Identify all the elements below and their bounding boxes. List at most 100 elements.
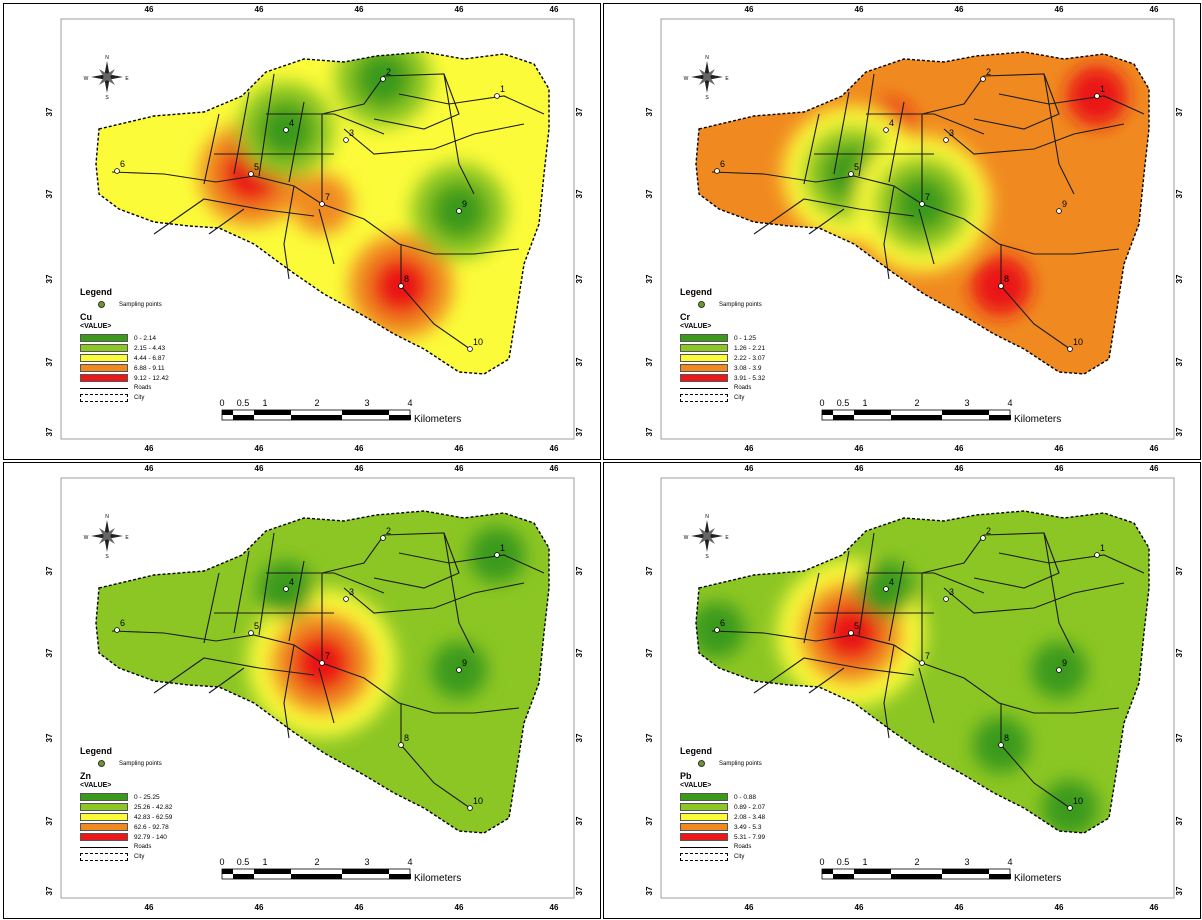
sampling-point: [1056, 208, 1062, 214]
legend-sampling-label: Sampling points: [119, 301, 162, 308]
north-arrow-icon: N S E W: [684, 514, 730, 560]
grid-x-label: 46: [355, 5, 364, 14]
grid-y-label: 37: [645, 733, 654, 742]
road: [803, 572, 820, 644]
legend-roads-label: Roads: [734, 385, 752, 391]
scale-tick-label: 3: [964, 857, 969, 867]
scale-tick-label: 2: [914, 398, 919, 408]
legend-roads-row: Roads: [680, 842, 765, 852]
legend-swatch: [680, 374, 728, 382]
legend: Legend Sampling points Zn <VALUE> 0 - 25…: [80, 746, 172, 862]
legend-swatch: [80, 803, 128, 811]
legend-class-label: 2.22 - 3.07: [734, 354, 766, 362]
grid-x-label: 46: [255, 464, 264, 473]
grid-y-label: 37: [575, 648, 584, 657]
legend-class-label: 92.79 - 140: [134, 833, 167, 841]
road: [208, 667, 245, 694]
legend-swatch: [680, 334, 728, 342]
svg-text:E: E: [125, 535, 129, 541]
grid-y-label: 37: [575, 189, 584, 198]
sampling-point: [343, 137, 349, 143]
road: [203, 113, 220, 185]
legend-class-label: 3.49 - 5.3: [734, 823, 762, 831]
road: [288, 560, 305, 642]
grid-x-label: 46: [255, 903, 264, 912]
sampling-point-label: 4: [889, 118, 894, 128]
sampling-point-label: 9: [462, 199, 467, 209]
svg-text:W: W: [84, 76, 89, 82]
grid-x-label: 46: [855, 5, 864, 14]
sampling-point-label: 2: [386, 67, 391, 77]
legend-swatch: [80, 354, 128, 362]
sampling-point-label: 3: [949, 128, 954, 138]
grid-x-label: 46: [145, 903, 154, 912]
legend-class-row: 3.91 - 5.32: [680, 373, 765, 383]
road: [998, 552, 1145, 574]
svg-text:S: S: [105, 554, 109, 560]
legend-city-row: City: [80, 393, 169, 403]
road: [321, 532, 460, 663]
legend-class-row: 2.22 - 3.07: [680, 353, 765, 363]
sampling-point-label: 4: [289, 118, 294, 128]
legend-class-label: 0 - 0.88: [734, 793, 757, 801]
grid-x-label: 46: [550, 903, 559, 912]
legend-roads-label: Roads: [134, 385, 152, 391]
grid-y-label: 37: [645, 648, 654, 657]
sampling-point: [943, 596, 949, 602]
sampling-point-label: 1: [500, 84, 505, 94]
road: [866, 113, 985, 135]
grid-x-label: 46: [455, 903, 464, 912]
grid-x-label: 46: [145, 5, 154, 14]
scale-tick-label: 1: [262, 857, 267, 867]
sampling-point: [980, 76, 986, 82]
legend-swatch: [80, 813, 128, 821]
road: [918, 208, 935, 265]
scale-tick-label: 0.5: [837, 857, 850, 867]
grid-x-label: 46: [1055, 903, 1064, 912]
grid-x-label: 46: [455, 444, 464, 453]
svg-text:N: N: [705, 514, 709, 520]
legend-element-name: Zn: [80, 771, 91, 781]
sampling-point: [848, 630, 854, 636]
legend-class-row: 62.6 - 92.78: [80, 822, 172, 832]
sampling-point-icon: [698, 301, 705, 308]
sampling-point-label: 8: [404, 733, 409, 743]
grid-x-label: 46: [355, 903, 364, 912]
grid-y-label: 37: [575, 566, 584, 575]
road: [808, 208, 845, 235]
legend-class-row: 3.49 - 5.3: [680, 822, 765, 832]
sampling-point-label: 3: [349, 128, 354, 138]
grid-x-label: 46: [355, 444, 364, 453]
road: [833, 91, 850, 175]
grid-x-label: 46: [855, 444, 864, 453]
road: [918, 667, 935, 724]
grid-x-label: 46: [550, 444, 559, 453]
legend-city-label: City: [734, 395, 745, 401]
road: [753, 657, 915, 694]
sampling-point: [980, 535, 986, 541]
grid-y-label: 37: [645, 189, 654, 198]
grid-y-label: 37: [45, 648, 54, 657]
scale-tick-label: 0.5: [237, 857, 250, 867]
sampling-point-label: 7: [925, 651, 930, 661]
legend-class-label: 2.08 - 3.48: [734, 813, 766, 821]
grid-y-label: 37: [575, 816, 584, 825]
svg-text:S: S: [705, 95, 709, 101]
sampling-point-icon: [698, 760, 705, 767]
grid-y-label: 37: [45, 816, 54, 825]
road: [283, 644, 295, 739]
grid-x-label: 46: [955, 444, 964, 453]
legend-class-label: 0 - 1.25: [734, 334, 757, 342]
legend-sampling-row: Sampling points: [680, 760, 765, 767]
grid-y-label: 37: [575, 733, 584, 742]
scale-tick-label: 3: [964, 398, 969, 408]
road: [998, 93, 1145, 115]
grid-x-label: 46: [1150, 5, 1159, 14]
sampling-point-label: 4: [889, 577, 894, 587]
north-arrow-icon: N S E W: [84, 514, 130, 560]
sampling-point-label: 7: [325, 651, 330, 661]
legend-city-row: City: [680, 852, 765, 862]
sampling-point: [319, 660, 325, 666]
legend-class-row: 0.89 - 2.07: [680, 802, 765, 812]
